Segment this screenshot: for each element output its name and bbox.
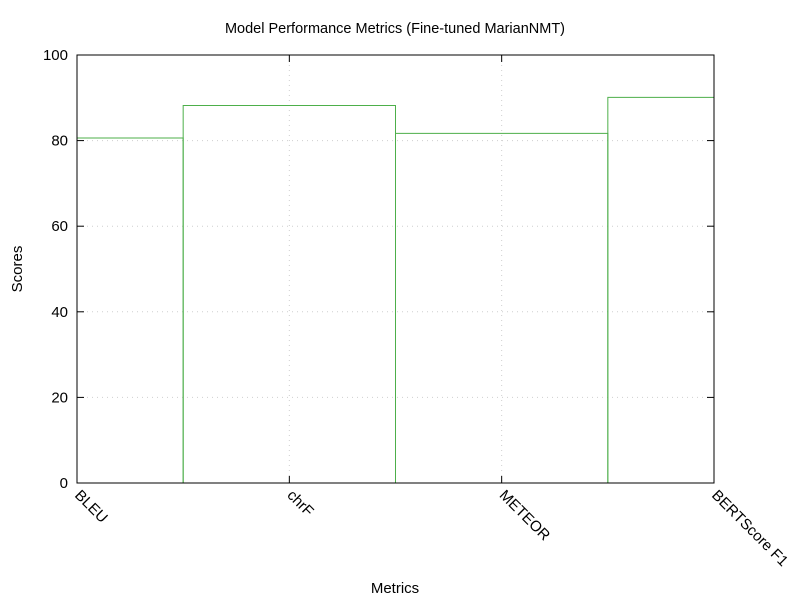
chart-title: Model Performance Metrics (Fine-tuned Ma… (225, 21, 565, 37)
y-tick-label: 60 (51, 218, 68, 235)
x-ticks: BLEU chrF METEOR BERTScore F1 (71, 487, 791, 570)
x-tick-label: METEOR (496, 487, 554, 545)
x-tick-label: chrF (284, 487, 317, 520)
y-tick-label: 80 (51, 133, 68, 150)
y-tick-label: 0 (60, 475, 68, 492)
y-tick-label: 100 (43, 47, 68, 64)
x-tick-label: BLEU (71, 487, 111, 527)
y-tick-label: 40 (51, 304, 68, 321)
bar-bertscore-f1 (607, 96, 715, 483)
bar-chrf (182, 105, 396, 483)
axes (76, 54, 715, 484)
plot-frame (76, 54, 715, 484)
y-ticks: 0 20 40 60 80 100 (43, 47, 68, 492)
y-tick-label: 20 (51, 389, 68, 406)
bars (76, 96, 715, 483)
y-axis-label: Scores (9, 246, 26, 293)
bar-bleu (76, 137, 184, 483)
x-tick-label: BERTScore F1 (708, 487, 791, 570)
x-axis-label: Metrics (371, 580, 419, 597)
